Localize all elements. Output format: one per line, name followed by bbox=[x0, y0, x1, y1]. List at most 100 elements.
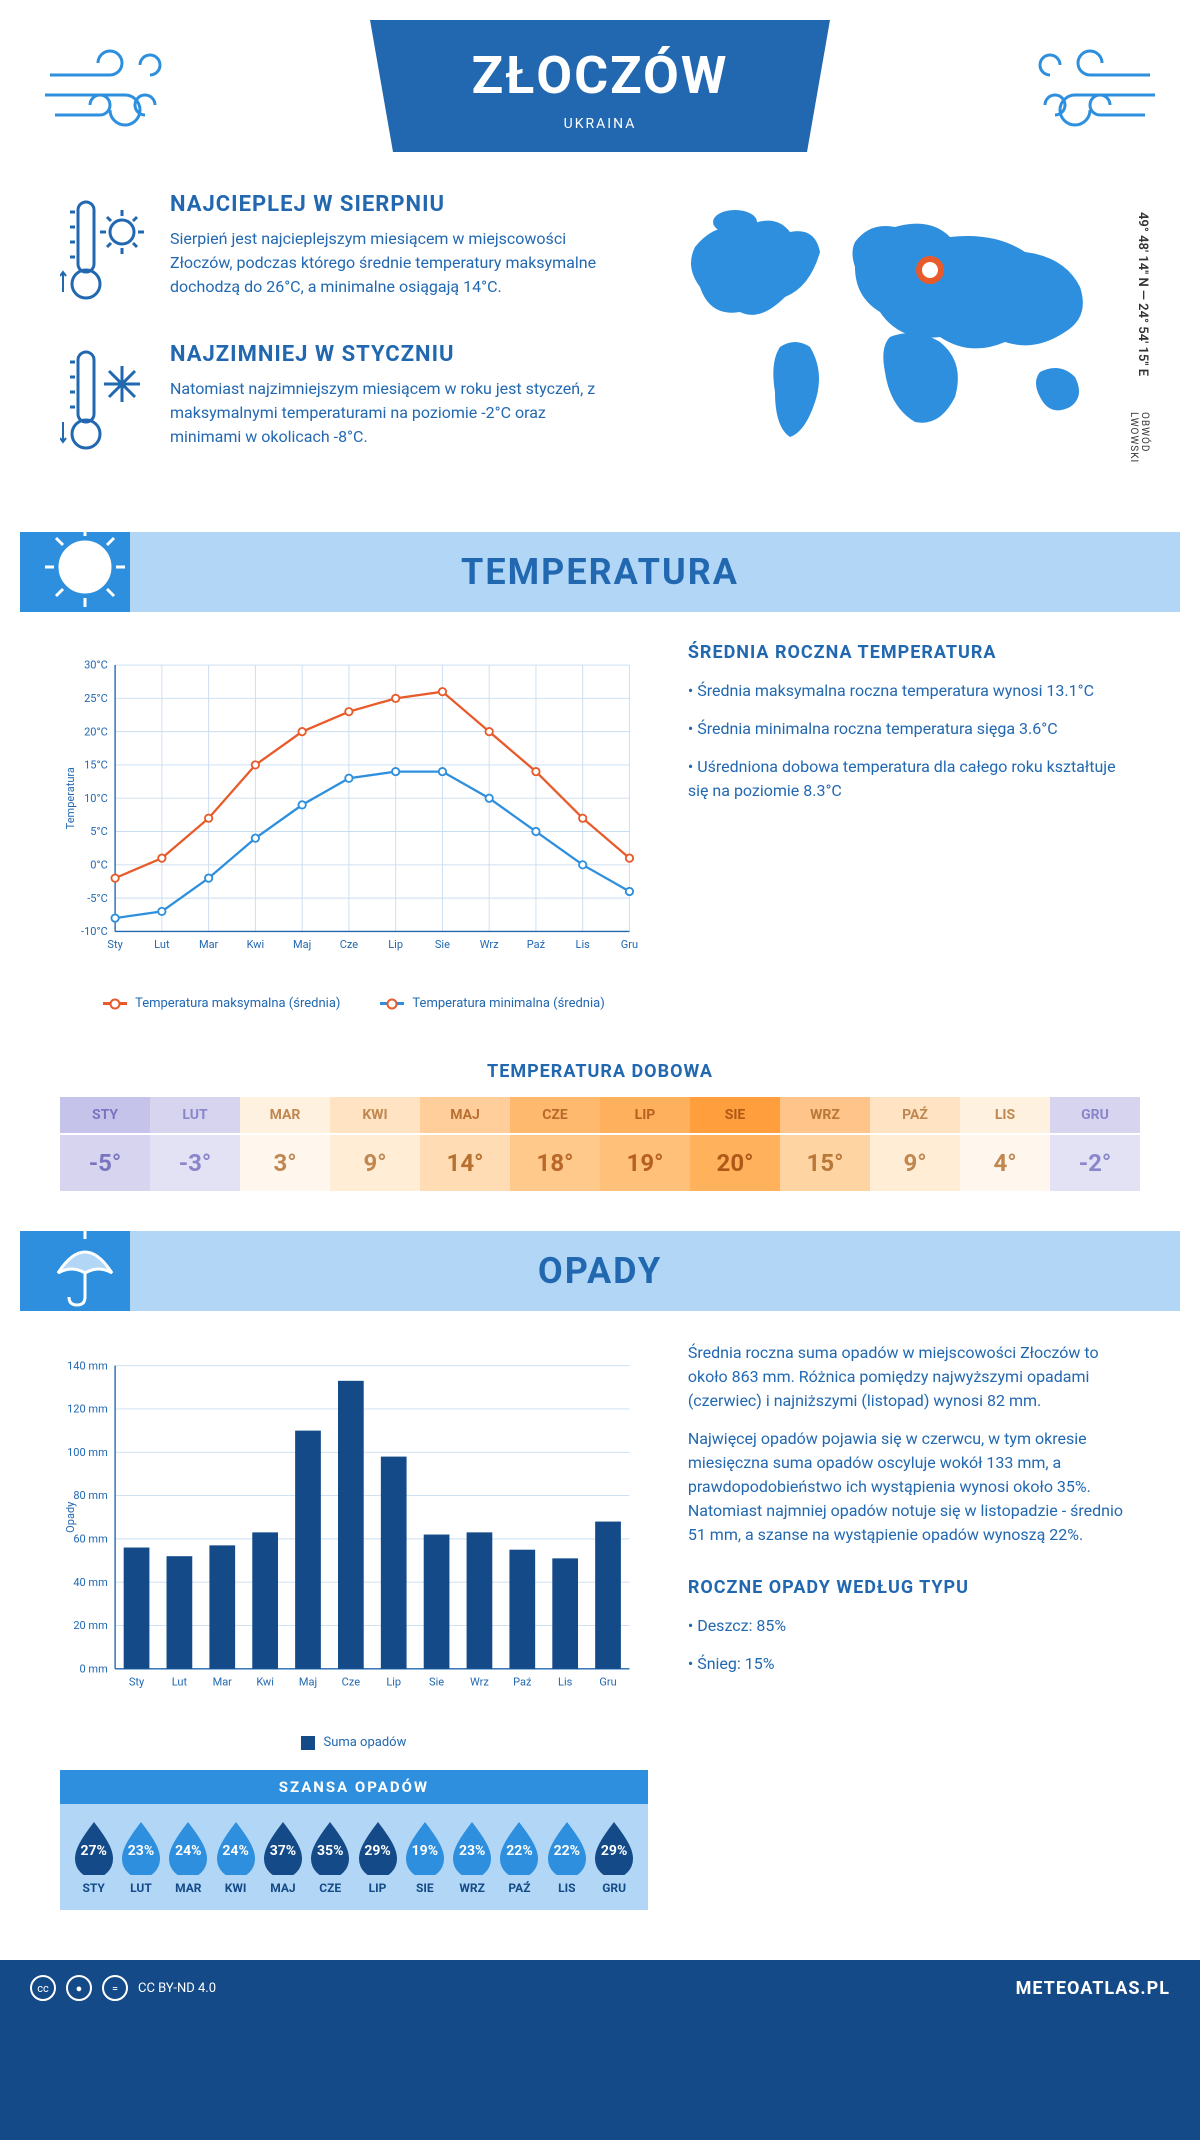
chance-cell: 27% STY bbox=[70, 1819, 117, 1895]
temperature-line-chart: -10°C-5°C0°C5°C10°C15°C20°C25°C30°CStyLu… bbox=[60, 642, 648, 982]
header-banner: ZŁOCZÓW UKRAINA bbox=[370, 20, 830, 152]
svg-text:15°C: 15°C bbox=[84, 759, 108, 772]
section-temperature-title: TEMPERATURA bbox=[461, 551, 739, 593]
svg-text:Lut: Lut bbox=[172, 1675, 188, 1688]
precip-para: Średnia roczna suma opadów w miejscowośc… bbox=[688, 1341, 1140, 1413]
svg-text:Maj: Maj bbox=[293, 938, 311, 951]
temp-table-cell: SIE 20° bbox=[690, 1097, 780, 1191]
svg-text:20 mm: 20 mm bbox=[73, 1619, 107, 1632]
license-text: CC BY-ND 4.0 bbox=[138, 1981, 216, 1996]
hot-block: NAJCIEPLEJ W SIERPNIU Sierpień jest najc… bbox=[60, 192, 620, 312]
region-label: OBWÓD LWOWSKI bbox=[1128, 412, 1150, 492]
svg-text:25°C: 25°C bbox=[84, 692, 108, 705]
svg-text:Mar: Mar bbox=[199, 938, 219, 951]
site-name: METEOATLAS.PL bbox=[1016, 1978, 1170, 1999]
thermometer-cold-icon bbox=[60, 342, 150, 462]
chance-cell: 24% MAR bbox=[165, 1819, 212, 1895]
svg-text:Maj: Maj bbox=[299, 1675, 317, 1688]
chance-cell: 22% LIS bbox=[543, 1819, 590, 1895]
section-temperature-header: TEMPERATURA bbox=[20, 532, 1180, 612]
coords-label: 49° 48' 14" N — 24° 54' 15" E bbox=[1135, 212, 1150, 376]
header: ZŁOCZÓW UKRAINA bbox=[20, 20, 1180, 192]
precip-type-bullet: • Deszcz: 85% bbox=[688, 1614, 1140, 1638]
temp-text-title: ŚREDNIA ROCZNA TEMPERATURA bbox=[688, 642, 1140, 663]
hot-title: NAJCIEPLEJ W SIERPNIU bbox=[170, 192, 620, 217]
temp-table-cell: LUT -3° bbox=[150, 1097, 240, 1191]
sun-icon bbox=[40, 522, 130, 612]
svg-text:20°C: 20°C bbox=[84, 725, 108, 738]
chance-cell: 23% LUT bbox=[117, 1819, 164, 1895]
temp-table-title: TEMPERATURA DOBOWA bbox=[20, 1061, 1180, 1082]
footer: cc ● = CC BY-ND 4.0 METEOATLAS.PL bbox=[0, 1960, 1200, 2016]
temp-table-cell: STY -5° bbox=[60, 1097, 150, 1191]
temp-table-cell: MAR 3° bbox=[240, 1097, 330, 1191]
temp-table-cell: GRU -2° bbox=[1050, 1097, 1140, 1191]
svg-text:Sty: Sty bbox=[107, 938, 123, 951]
cold-block: NAJZIMNIEJ W STYCZNIU Natomiast najzimni… bbox=[60, 342, 620, 462]
svg-text:Paź: Paź bbox=[527, 938, 546, 951]
temp-table-cell: CZE 18° bbox=[510, 1097, 600, 1191]
chance-title: SZANSA OPADÓW bbox=[60, 1770, 648, 1804]
svg-text:-10°C: -10°C bbox=[81, 925, 108, 938]
svg-text:Kwi: Kwi bbox=[256, 1675, 274, 1688]
temp-table-cell: WRZ 15° bbox=[780, 1097, 870, 1191]
precip-chart-legend: Suma opadów bbox=[60, 1735, 648, 1750]
chance-cell: 23% WRZ bbox=[449, 1819, 496, 1895]
precipitation-bar-chart: 0 mm20 mm40 mm60 mm80 mm100 mm120 mm140 … bbox=[60, 1341, 648, 1721]
section-precip-header: OPADY bbox=[20, 1231, 1180, 1311]
intro-section: NAJCIEPLEJ W SIERPNIU Sierpień jest najc… bbox=[20, 192, 1180, 532]
svg-text:Lis: Lis bbox=[558, 1675, 573, 1688]
wind-icon bbox=[40, 40, 180, 140]
chance-cell: 35% CZE bbox=[307, 1819, 354, 1895]
svg-text:100 mm: 100 mm bbox=[67, 1446, 108, 1459]
svg-text:120 mm: 120 mm bbox=[67, 1403, 108, 1416]
svg-text:0°C: 0°C bbox=[90, 858, 107, 871]
svg-text:Gru: Gru bbox=[599, 1675, 616, 1688]
svg-text:60 mm: 60 mm bbox=[73, 1533, 107, 1546]
precip-type-bullet: • Śnieg: 15% bbox=[688, 1652, 1140, 1676]
world-map bbox=[660, 192, 1140, 452]
section-precip-title: OPADY bbox=[538, 1250, 662, 1292]
svg-text:Mar: Mar bbox=[213, 1675, 233, 1688]
chance-cell: 29% GRU bbox=[590, 1819, 637, 1895]
temp-bullet: • Średnia minimalna roczna temperatura s… bbox=[688, 717, 1140, 741]
thermometer-hot-icon bbox=[60, 192, 150, 312]
chance-cell: 29% LIP bbox=[354, 1819, 401, 1895]
chance-box: SZANSA OPADÓW 27% STY 23% LUT 24% MAR 24… bbox=[60, 1770, 648, 1910]
temp-bullet: • Średnia maksymalna roczna temperatura … bbox=[688, 679, 1140, 703]
svg-text:0 mm: 0 mm bbox=[80, 1662, 108, 1675]
svg-text:10°C: 10°C bbox=[84, 792, 108, 805]
svg-text:-5°C: -5°C bbox=[87, 892, 108, 905]
svg-text:Gru: Gru bbox=[621, 938, 638, 951]
svg-text:Lip: Lip bbox=[386, 1675, 401, 1688]
svg-text:5°C: 5°C bbox=[90, 825, 107, 838]
nd-icon: = bbox=[102, 1975, 128, 2001]
svg-text:Wrz: Wrz bbox=[480, 938, 499, 951]
svg-text:Cze: Cze bbox=[342, 1675, 361, 1688]
cold-text: Natomiast najzimniejszym miesiącem w rok… bbox=[170, 377, 620, 449]
svg-text:Temperatura: Temperatura bbox=[64, 767, 77, 829]
chance-cell: 37% MAJ bbox=[259, 1819, 306, 1895]
svg-text:Lip: Lip bbox=[388, 938, 403, 951]
svg-text:Lut: Lut bbox=[154, 938, 170, 951]
svg-text:Paź: Paź bbox=[513, 1675, 532, 1688]
svg-text:140 mm: 140 mm bbox=[67, 1359, 108, 1372]
svg-text:Sie: Sie bbox=[435, 938, 450, 951]
temp-chart-legend: .legend-swatch:nth-child(1)::after{borde… bbox=[60, 996, 648, 1011]
precip-para: Najwięcej opadów pojawia się w czerwcu, … bbox=[688, 1427, 1140, 1547]
temp-table-cell: LIS 4° bbox=[960, 1097, 1050, 1191]
svg-text:Wrz: Wrz bbox=[470, 1675, 489, 1688]
chance-cell: 24% KWI bbox=[212, 1819, 259, 1895]
chance-cell: 19% SIE bbox=[401, 1819, 448, 1895]
temp-daily-table: STY -5° LUT -3° MAR 3° KWI 9° MAJ 14° CZ… bbox=[60, 1097, 1140, 1191]
svg-text:80 mm: 80 mm bbox=[73, 1489, 107, 1502]
country-label: UKRAINA bbox=[450, 116, 750, 132]
temp-table-cell: PAŹ 9° bbox=[870, 1097, 960, 1191]
cold-title: NAJZIMNIEJ W STYCZNIU bbox=[170, 342, 620, 367]
by-icon: ● bbox=[66, 1975, 92, 2001]
svg-text:Opady: Opady bbox=[64, 1501, 77, 1533]
temp-table-cell: LIP 19° bbox=[600, 1097, 690, 1191]
cc-icon: cc bbox=[30, 1975, 56, 2001]
wind-icon bbox=[1020, 40, 1160, 140]
temp-table-cell: KWI 9° bbox=[330, 1097, 420, 1191]
